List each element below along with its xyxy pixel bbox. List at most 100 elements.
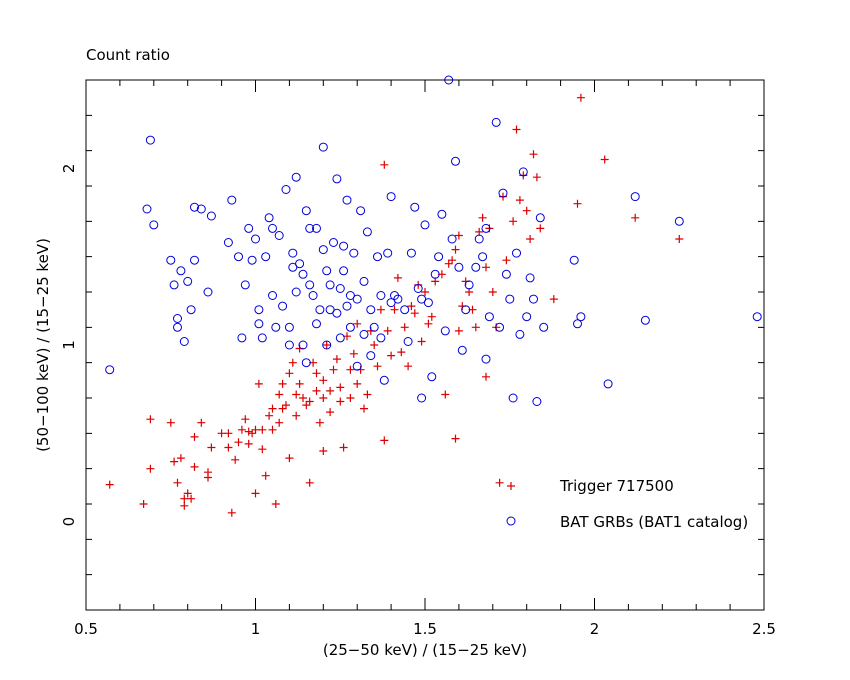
data-point-circle	[281, 185, 291, 194]
data-point-circle	[400, 305, 410, 315]
data-point-circle	[196, 204, 206, 214]
data-point-circle	[305, 280, 315, 290]
data-point-circle	[457, 345, 467, 355]
y-tick-label: 1	[60, 340, 78, 350]
x-tick-label: 1	[251, 620, 261, 638]
data-point-circle	[674, 216, 684, 226]
data-point-circle	[576, 312, 586, 322]
data-point-plus	[244, 439, 253, 448]
data-point-circle	[366, 305, 376, 315]
data-point-plus	[292, 411, 301, 420]
data-point-plus	[376, 305, 385, 314]
data-point-circle	[410, 202, 420, 212]
data-point-plus	[326, 408, 335, 417]
data-point-plus	[576, 93, 585, 102]
data-point-plus	[326, 386, 335, 395]
data-point-plus	[146, 415, 155, 424]
data-point-circle	[481, 223, 491, 233]
data-point-circle	[105, 365, 115, 375]
data-point-plus	[536, 224, 545, 233]
data-point-circle	[454, 262, 464, 272]
data-point-circle	[752, 312, 762, 322]
legend-marker-plus	[507, 482, 515, 490]
data-point-plus	[444, 259, 453, 268]
data-point-plus	[173, 478, 182, 487]
data-point-circle	[434, 252, 444, 262]
data-point-circle	[522, 312, 532, 322]
data-point-plus	[332, 355, 341, 364]
data-point-circle	[332, 174, 342, 184]
data-point-circle	[430, 269, 440, 279]
data-point-plus	[180, 501, 189, 510]
legend-item-bat-grbs: BAT GRBs (BAT1 catalog)	[506, 513, 748, 531]
data-point-plus	[275, 418, 284, 427]
data-point-circle	[393, 294, 403, 304]
data-point-plus	[370, 341, 379, 349]
data-point-circle	[515, 329, 525, 339]
data-point-plus	[258, 445, 267, 454]
data-point-circle	[444, 75, 454, 85]
data-point-plus	[339, 443, 348, 452]
x-tick-label: 1.5	[413, 620, 437, 638]
data-point-circle	[173, 322, 182, 332]
data-point-circle	[501, 269, 511, 279]
data-point-plus	[336, 397, 345, 406]
data-point-circle	[508, 393, 518, 403]
data-point-plus	[271, 500, 280, 508]
data-point-circle	[318, 245, 328, 255]
data-point-plus	[522, 206, 531, 215]
data-point-circle	[532, 397, 542, 406]
data-point-plus	[346, 394, 355, 402]
legend-label-bat-grbs: BAT GRBs (BAT1 catalog)	[560, 513, 748, 531]
data-point-plus	[292, 390, 301, 399]
data-point-plus	[353, 379, 362, 388]
x-axis-label: (25−50 keV) / (15−25 keV)	[323, 641, 527, 659]
data-point-circle	[166, 255, 176, 265]
data-point-plus	[421, 288, 429, 296]
data-point-plus	[400, 323, 409, 332]
data-point-plus	[248, 429, 257, 438]
data-point-plus	[312, 386, 321, 395]
data-point-plus	[532, 173, 541, 182]
data-point-circle	[301, 358, 311, 368]
data-point-plus	[526, 235, 535, 243]
data-point-plus	[410, 309, 419, 318]
data-point-plus	[353, 319, 362, 328]
y-axis-label: (50−100 keV) / (15−25 keV)	[34, 238, 52, 452]
data-point-circle	[342, 301, 352, 311]
data-point-circle	[298, 269, 308, 279]
data-point-circle	[284, 340, 294, 350]
data-point-circle	[284, 322, 294, 332]
data-point-circle	[305, 223, 315, 233]
data-point-circle	[640, 315, 650, 325]
data-point-plus	[254, 379, 263, 388]
data-point-plus	[241, 415, 250, 424]
data-point-plus	[315, 418, 324, 427]
series-bat-grbs	[105, 75, 762, 406]
data-point-circle	[295, 259, 305, 269]
data-point-plus	[383, 326, 392, 335]
data-point-circle	[145, 135, 155, 145]
data-point-circle	[376, 333, 386, 343]
data-point-plus	[278, 404, 287, 413]
data-point-circle	[288, 248, 298, 258]
data-points	[105, 75, 762, 517]
data-point-circle	[335, 284, 345, 293]
data-point-circle	[244, 223, 254, 233]
data-point-circle	[474, 234, 484, 244]
data-point-plus	[180, 494, 189, 503]
data-point-circle	[491, 117, 501, 127]
data-point-plus	[390, 305, 399, 314]
data-point-circle	[464, 280, 474, 290]
y-tick-label: 2	[60, 164, 78, 174]
data-point-plus	[268, 425, 277, 434]
data-point-circle	[495, 322, 505, 332]
data-point-plus	[261, 471, 270, 480]
data-point-plus	[197, 418, 206, 427]
data-point-plus	[204, 473, 212, 482]
data-point-circle	[227, 195, 237, 205]
data-point-plus	[387, 351, 396, 360]
data-point-circle	[332, 308, 342, 318]
data-point-circle	[505, 294, 515, 304]
data-point-plus	[190, 462, 199, 471]
